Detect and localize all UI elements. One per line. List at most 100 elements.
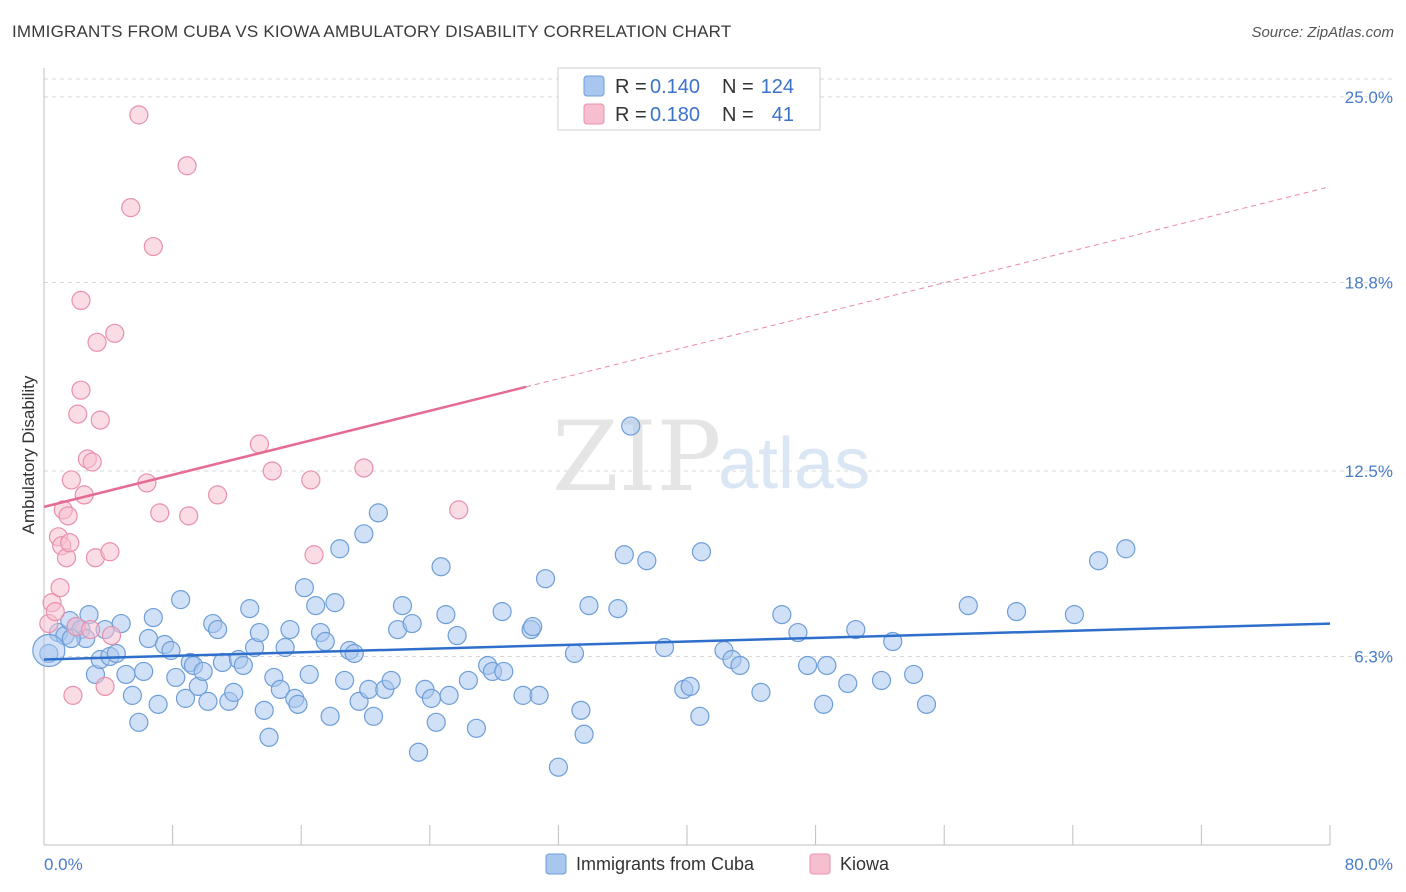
- cuba-point-55: [325, 593, 345, 613]
- cuba-point-90: [564, 643, 585, 664]
- source-note: Source: ZipAtlas.com: [1251, 24, 1394, 41]
- kiowa-point-2: [45, 602, 65, 622]
- cuba-point-97: [637, 551, 657, 571]
- cuba-point-76: [436, 604, 456, 625]
- kiowa-point-36: [262, 461, 282, 481]
- kiowa-point-32: [177, 156, 197, 176]
- series-legend: Immigrants from Cuba Kiowa: [545, 853, 890, 875]
- cuba-point-25: [175, 688, 196, 708]
- y-tick-label-1: 12.5%: [1345, 462, 1393, 481]
- kiowa-point-27: [121, 198, 141, 218]
- cuba-point-57: [335, 670, 355, 691]
- cuba-point-33: [212, 652, 233, 673]
- cuba-point-64: [368, 503, 388, 523]
- bottom-legend-swatch-kiowa: [809, 853, 831, 875]
- axes: [43, 68, 1331, 846]
- kiowa-point-18: [81, 619, 101, 640]
- cuba-point-94: [608, 599, 628, 619]
- cuba-point-95: [614, 545, 634, 565]
- cuba-point-17: [134, 661, 154, 682]
- cuba-point-40: [249, 622, 270, 643]
- kiowa-point-13: [68, 404, 88, 424]
- cuba-point-89: [548, 757, 569, 777]
- cuba-point-69: [402, 613, 422, 634]
- cuba-point-72: [421, 688, 442, 708]
- kiowa-point-38: [304, 545, 324, 565]
- cuba-point-112: [838, 673, 858, 694]
- legend-r-value-kiowa: 0.180: [650, 104, 700, 126]
- y-axis-title: Ambulatory Disability: [19, 375, 38, 534]
- kiowa-point-10: [61, 470, 81, 490]
- cuba-point-53: [315, 631, 335, 652]
- cuba-point-122: [1116, 539, 1136, 559]
- cuba-point-29: [193, 661, 213, 682]
- cuba-point-96: [621, 416, 641, 436]
- cuba-point-82: [492, 602, 512, 622]
- cuba-point-14: [116, 664, 136, 685]
- cuba-point-78: [458, 670, 478, 691]
- cuba-point-114: [871, 670, 892, 691]
- watermark-zip: ZIP: [552, 401, 721, 513]
- kiowa-point-28: [129, 105, 149, 125]
- legend-r-value-cuba: 0.140: [650, 76, 700, 98]
- cuba-point-66: [381, 670, 401, 691]
- kiowa-point-8: [58, 506, 78, 526]
- legend-swatch-kiowa: [583, 103, 605, 125]
- x-tick-label-max: 80.0%: [1345, 855, 1393, 874]
- cuba-point-18: [138, 628, 159, 649]
- cuba-point-19: [143, 607, 163, 628]
- cuba-point-15: [122, 685, 143, 705]
- cuba-point-38: [240, 599, 260, 619]
- kiowa-point-22: [90, 410, 110, 430]
- cuba-point-12: [106, 643, 126, 664]
- kiowa-point-35: [249, 434, 270, 454]
- cuba-point-87: [529, 685, 549, 705]
- cuba-point-73: [426, 712, 446, 732]
- cuba-point-30: [198, 691, 218, 711]
- legend-n-value-kiowa: 41: [772, 104, 794, 126]
- cuba-point-51: [306, 596, 326, 616]
- y-tick-labels: 6.3% 12.5% 18.8% 25.0%: [1345, 88, 1393, 667]
- x-tick-label-min: 0.0%: [44, 855, 83, 874]
- trend-lines: [43, 186, 1331, 661]
- cuba-point-111: [817, 655, 837, 676]
- cuba-point-49: [294, 578, 315, 598]
- cuba-point-113: [846, 619, 866, 640]
- kiowa-point-24: [100, 542, 120, 562]
- cuba-point-20: [148, 694, 168, 714]
- cuba-point-120: [1064, 604, 1085, 625]
- kiowa-point-4: [50, 578, 70, 598]
- correlation-legend: R = 0.140 N = 124 R = 0.180 N = 41: [557, 67, 821, 131]
- legend-n-label-kiowa: N =: [722, 104, 754, 126]
- cuba-point-110: [814, 694, 834, 714]
- cuba-point-86: [523, 616, 543, 637]
- chart-title: IMMIGRANTS FROM CUBA VS KIOWA AMBULATORY…: [12, 22, 732, 41]
- cuba-point-41: [254, 700, 274, 720]
- kiowa-point-37: [301, 470, 321, 490]
- cuba-point-92: [574, 724, 594, 744]
- kiowa-point-14: [71, 380, 91, 400]
- cuba-point-68: [392, 596, 413, 616]
- bottom-legend-label-cuba: Immigrants from Cuba: [576, 854, 755, 874]
- cuba-point-102: [691, 542, 712, 562]
- kiowa-point-26: [105, 323, 125, 343]
- cuba-point-77: [447, 625, 467, 646]
- cuba-point-101: [690, 706, 710, 726]
- cuba-point-105: [730, 655, 750, 676]
- watermark-atlas: atlas: [718, 424, 870, 504]
- cuba-point-32: [208, 619, 228, 640]
- cuba-point-61: [354, 524, 374, 544]
- series-cuba-points: [32, 416, 1136, 777]
- cuba-point-56: [330, 539, 350, 559]
- cuba-point-42: [259, 727, 279, 747]
- legend-r-label-kiowa: R =: [615, 104, 647, 126]
- cuba-point-107: [772, 604, 792, 625]
- cuba-point-88: [535, 569, 556, 589]
- kiowa-point-39: [354, 458, 374, 478]
- legend-r-label-cuba: R =: [615, 76, 647, 98]
- y-tick-label-2: 18.8%: [1345, 273, 1393, 292]
- cuba-point-37: [233, 655, 253, 676]
- y-tick-label-0: 6.3%: [1354, 647, 1393, 666]
- cuba-point-75: [439, 685, 459, 705]
